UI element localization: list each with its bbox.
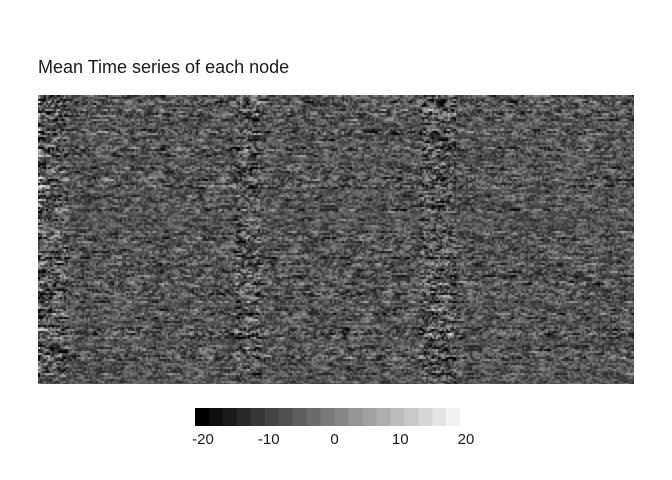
colorbar-step bbox=[348, 408, 363, 426]
colorbar-step bbox=[306, 408, 322, 426]
heatmap-area bbox=[38, 95, 634, 384]
colorbar-step bbox=[236, 408, 252, 426]
colorbar-step bbox=[320, 408, 336, 426]
colorbar-tick-label: 10 bbox=[391, 431, 409, 448]
colorbar-step bbox=[404, 408, 419, 426]
colorbar-step bbox=[264, 408, 280, 426]
chart-title: Mean Time series of each node bbox=[38, 57, 290, 77]
colorbar-step bbox=[446, 408, 461, 426]
colorbar-tick-label: -10 bbox=[257, 431, 280, 448]
colorbar-step bbox=[250, 408, 266, 426]
colorbar-tick-label: -20 bbox=[192, 431, 214, 448]
colorbar-step bbox=[376, 408, 391, 426]
colorbar-step bbox=[362, 408, 377, 426]
colorbar-step bbox=[195, 408, 210, 426]
colorbar-step bbox=[418, 408, 433, 426]
colorbar-step bbox=[334, 408, 350, 426]
colorbar-tick-label: 20 bbox=[457, 431, 475, 448]
colorbar-step bbox=[460, 408, 474, 426]
colorbar-step bbox=[390, 408, 405, 426]
colorbar-step bbox=[292, 408, 308, 426]
colorbar-legend bbox=[195, 408, 474, 426]
colorbar-step bbox=[432, 408, 447, 426]
colorbar-tick-label: 0 bbox=[330, 431, 339, 448]
colorbar-gradient bbox=[195, 408, 474, 426]
colorbar-step bbox=[278, 408, 294, 426]
colorbar-step bbox=[208, 408, 224, 426]
colorbar-step bbox=[222, 408, 238, 426]
heatmap-cells bbox=[38, 95, 634, 384]
